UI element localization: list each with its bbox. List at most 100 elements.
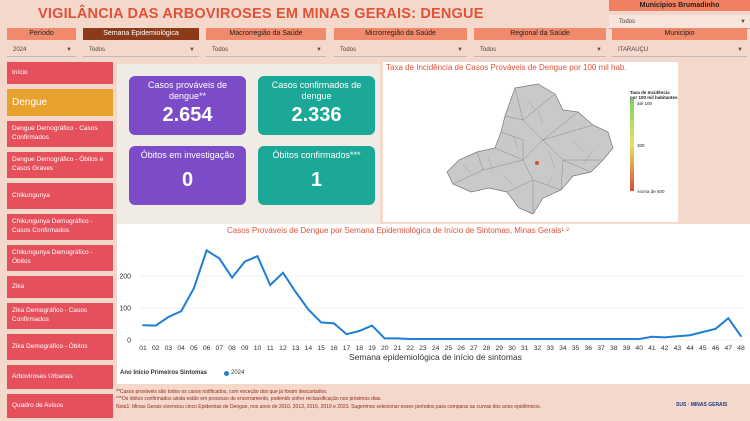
x-tick-label: 40 xyxy=(635,345,643,352)
data-point xyxy=(345,333,348,336)
data-point xyxy=(243,260,246,263)
sidebar-item-dengue[interactable]: Dengue xyxy=(7,89,113,121)
sidebar-item-chikungunya-obitos[interactable]: Chikungunya Demográfico - Óbitos xyxy=(7,245,113,276)
data-point xyxy=(587,338,590,340)
x-tick-label: 24 xyxy=(432,345,440,352)
microrregiao-select[interactable]: Todos ▼ xyxy=(334,43,467,57)
x-tick-label: 20 xyxy=(381,345,389,352)
y-tick-label: 100 xyxy=(119,306,131,313)
sidebar-item-arboviroses[interactable]: Arboviroses Urbanas xyxy=(7,365,113,394)
sidebar-item-label: Zika Demográfico - Casos Confirmados xyxy=(12,307,88,323)
series-line-2024[interactable] xyxy=(142,248,742,340)
page-title: VIGILÂNCIA DAS ARBOVIROSES EM MINAS GERA… xyxy=(38,6,484,22)
macrorregiao-select[interactable]: Todos ▼ xyxy=(206,43,326,57)
data-point xyxy=(701,331,704,333)
y-tick-label: 0 xyxy=(127,338,131,345)
x-tick-label: 45 xyxy=(699,345,707,352)
data-point xyxy=(434,338,437,340)
data-point xyxy=(358,330,361,332)
sidebar-item-label: Zika xyxy=(12,282,25,290)
data-point xyxy=(396,337,399,340)
data-point xyxy=(714,327,717,330)
data-point xyxy=(422,338,424,340)
x-tick-label: 11 xyxy=(267,345,274,352)
sidebar: Início Dengue Dengue Demográfico - Casos… xyxy=(7,62,113,421)
sidebar-item-inicio[interactable]: Início xyxy=(7,62,113,89)
x-tick-label: 41 xyxy=(648,345,656,352)
sidebar-item-label: Início xyxy=(12,68,28,76)
data-point xyxy=(294,291,297,293)
periodo-select[interactable]: 2024 ▼ xyxy=(7,43,76,57)
municipio-dropdown[interactable]: ITARAUÇU ▼ xyxy=(612,43,747,57)
municipio-select[interactable]: Todos ▼ xyxy=(609,15,750,29)
semana-select[interactable]: Todos ▼ xyxy=(83,43,199,57)
x-tick-label: 48 xyxy=(737,345,745,352)
x-tick-label: 37 xyxy=(597,345,605,352)
x-tick-label: 39 xyxy=(623,345,631,352)
sidebar-item-dengue-casos[interactable]: Dengue Demográfico - Casos Confirmados xyxy=(7,121,113,152)
x-tick-label: 46 xyxy=(712,345,720,352)
data-point xyxy=(180,310,183,313)
x-tick-label: 29 xyxy=(495,345,503,352)
chevron-down-icon: ▼ xyxy=(596,47,602,53)
sidebar-item-zika[interactable]: Zika xyxy=(7,276,113,303)
select-value: 2024 xyxy=(13,47,27,53)
y-tick-label: 200 xyxy=(119,274,131,281)
data-point xyxy=(740,335,742,338)
x-tick-label: 05 xyxy=(190,345,198,352)
x-tick-label: 08 xyxy=(228,345,236,352)
legend-label-low: até 100 xyxy=(637,101,653,106)
sidebar-item-label: Chikungunya Demográfico - Casos Confirma… xyxy=(12,218,93,234)
x-tick-label: 17 xyxy=(343,345,351,352)
x-tick-label: 26 xyxy=(457,345,465,352)
x-tick-label: 10 xyxy=(254,345,262,352)
sidebar-item-chikungunya[interactable]: Chikungunya xyxy=(7,183,113,214)
minas-gerais-map[interactable] xyxy=(443,80,623,218)
sidebar-item-dengue-obitos[interactable]: Dengue Demográfico - Óbitos e Casos Grav… xyxy=(7,152,113,183)
kpi-value: 0 xyxy=(181,168,194,191)
x-tick-label: 07 xyxy=(216,345,224,352)
kpi-label: Óbitos confirmados*** xyxy=(272,150,361,160)
filter-macrorregiao: Macrorregião da Saúde Todos ▼ xyxy=(206,28,326,58)
data-point xyxy=(332,322,335,325)
data-point xyxy=(574,338,577,340)
data-point xyxy=(472,338,475,340)
filter-bar: Período 2024 ▼ Semana Epidemiológica Todo… xyxy=(0,28,750,58)
x-tick-label: 12 xyxy=(279,345,287,352)
regional-select[interactable]: Todos ▼ xyxy=(474,43,606,57)
sidebar-item-zika-casos[interactable]: Zika Demográfico - Casos Confirmados xyxy=(7,303,113,334)
data-point xyxy=(218,257,221,260)
x-tick-label: 43 xyxy=(674,345,682,352)
x-tick-label: 28 xyxy=(483,345,491,352)
sidebar-item-chikungunya-casos[interactable]: Chikungunya Demográfico - Casos Confirma… xyxy=(7,214,113,245)
kpi-value: 1 xyxy=(310,168,323,191)
x-tick-label: 19 xyxy=(368,345,376,352)
data-point xyxy=(498,338,501,340)
x-tick-label: 33 xyxy=(546,345,554,352)
sidebar-item-avisos[interactable]: Quadro de Avisos xyxy=(7,394,113,421)
sidebar-item-label: Quadro de Avisos xyxy=(12,401,64,409)
legend-series-marker xyxy=(224,371,229,376)
municipio-filter-label: Municípios Brumadinho xyxy=(609,0,750,11)
x-axis-title: Semana epidemiológica de início de sinto… xyxy=(349,352,522,362)
data-point xyxy=(167,316,170,318)
sidebar-item-label: Dengue xyxy=(12,96,48,108)
filter-label: Município xyxy=(612,28,747,40)
data-point xyxy=(561,338,564,340)
data-point xyxy=(142,324,144,327)
chart-title: Casos Prováveis de Dengue por Semana Epi… xyxy=(227,226,569,235)
x-tick-label: 15 xyxy=(317,345,325,352)
x-tick-label: 16 xyxy=(330,345,338,352)
sidebar-item-zika-obitos[interactable]: Zika Demográfico - Óbitos xyxy=(7,334,113,365)
data-point xyxy=(600,338,602,340)
data-point xyxy=(192,287,195,290)
x-tick-label: 44 xyxy=(686,345,694,352)
data-point xyxy=(651,335,653,338)
filter-semana: Semana Epidemiológica Todos ▼ xyxy=(83,28,199,58)
line-chart[interactable]: 0 100 200 01 02 03 04 05 06 07 08 09 10 11 12 13 14 15 16 1… xyxy=(117,224,750,354)
sidebar-item-label: Dengue Demográfico - Casos Confirmados xyxy=(12,125,98,141)
kpi-value: 2.654 xyxy=(162,103,213,126)
x-tick-label: 03 xyxy=(165,345,173,352)
legend-series-name[interactable]: 2024 xyxy=(231,370,245,376)
incidence-map-panel: Taxa de Incidência de Casos Prováveis de… xyxy=(383,62,678,222)
